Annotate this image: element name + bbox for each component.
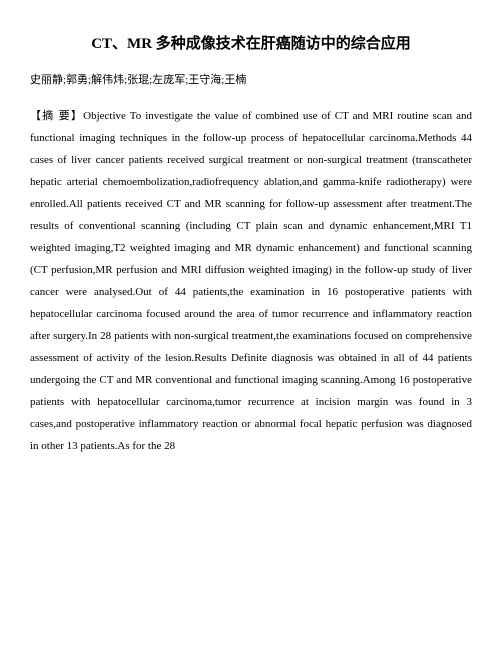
abstract-body: Objective To investigate the value of co… (30, 110, 472, 452)
abstract-label: 【摘 要】 (30, 110, 83, 122)
paper-authors: 史丽静;郭勇;解伟炜;张琨;左庞军;王守海;王楠 (30, 71, 472, 87)
paper-abstract: 【摘 要】Objective To investigate the value … (30, 105, 472, 457)
paper-title: CT、MR 多种成像技术在肝癌随访中的综合应用 (30, 32, 472, 53)
